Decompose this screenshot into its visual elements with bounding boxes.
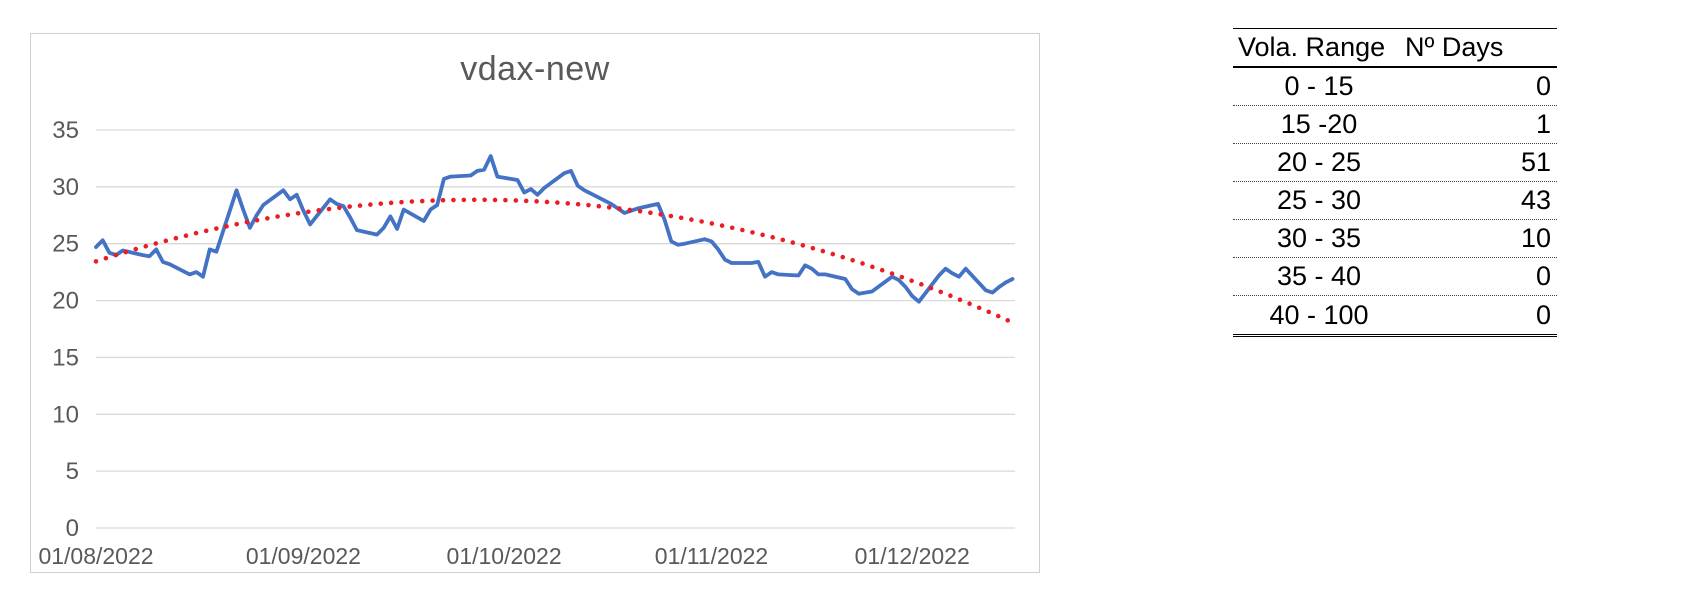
range-cell: 15 -20 [1280,109,1358,139]
x-tick-label: 01/09/2022 [246,543,361,569]
days-cell: 0 [1535,261,1551,291]
y-tick-label: 25 [52,231,79,258]
table-row: 0 - 15 0 [1233,68,1557,106]
table-row: 40 - 100 0 [1233,296,1557,337]
range-cell: 25 - 30 [1276,185,1362,215]
x-tick-label: 01/08/2022 [38,543,153,569]
x-tick-label: 01/11/2022 [655,543,768,569]
range-cell: 30 - 35 [1276,223,1362,253]
table-body: 0 - 15 0 15 -20 1 20 - 25 51 25 - 30 43 30 - 35 1… [1233,68,1557,337]
line-chart: 0 5 10 15 20 25 30 35 01/08/2022 01/09/2022 01/10… [38,117,1015,569]
y-tick-label: 30 [52,174,79,201]
chart-title: vdax-new [460,50,610,88]
y-tick-label: 5 [66,458,79,485]
gridlines [96,129,1015,529]
table-row: 20 - 25 51 [1233,144,1557,182]
y-tick-label: 20 [52,288,79,315]
y-tick-label: 15 [52,344,79,371]
x-axis-labels: 01/08/2022 01/09/2022 01/10/2022 01/11/2022… [38,543,969,569]
table-header-row: Vola. Range Nº Days [1233,29,1557,68]
polynomial-trendline[interactable] [93,197,1015,325]
table-row: 15 -20 1 [1233,106,1557,144]
table-row: 35 - 40 0 [1233,258,1557,296]
table-row: 25 - 30 43 [1233,182,1557,220]
range-cell: 35 - 40 [1276,261,1362,291]
vola-range-header: Vola. Range [1238,32,1386,62]
num-days-header: Nº Days [1405,32,1504,62]
chart-object[interactable]: vdax-new 0 5 10 15 20 25 30 35 01/08/2022 01/09/… [30,33,1040,573]
x-tick-label: 01/12/2022 [855,543,970,569]
days-cell: 1 [1535,109,1551,139]
vdax-series-line[interactable] [94,154,1015,304]
range-cell: 40 - 100 [1269,299,1369,330]
days-cell: 51 [1520,147,1551,177]
days-cell: 43 [1520,185,1551,215]
days-cell: 0 [1535,71,1551,101]
range-cell: 20 - 25 [1276,147,1362,177]
table-row: 30 - 35 10 [1233,220,1557,258]
days-cell: 0 [1535,299,1551,330]
days-cell: 10 [1520,223,1551,253]
y-tick-label: 35 [52,117,79,144]
vola-histogram-table[interactable]: Vola. Range Nº Days 0 - 15 0 15 -20 1 20 - 2… [1233,28,1557,337]
y-axis-labels: 0 5 10 15 20 25 30 35 [52,117,79,542]
range-cell: 0 - 15 [1284,71,1354,101]
y-tick-label: 10 [52,401,79,428]
x-tick-label: 01/10/2022 [447,543,562,569]
y-tick-label: 0 [66,515,79,542]
